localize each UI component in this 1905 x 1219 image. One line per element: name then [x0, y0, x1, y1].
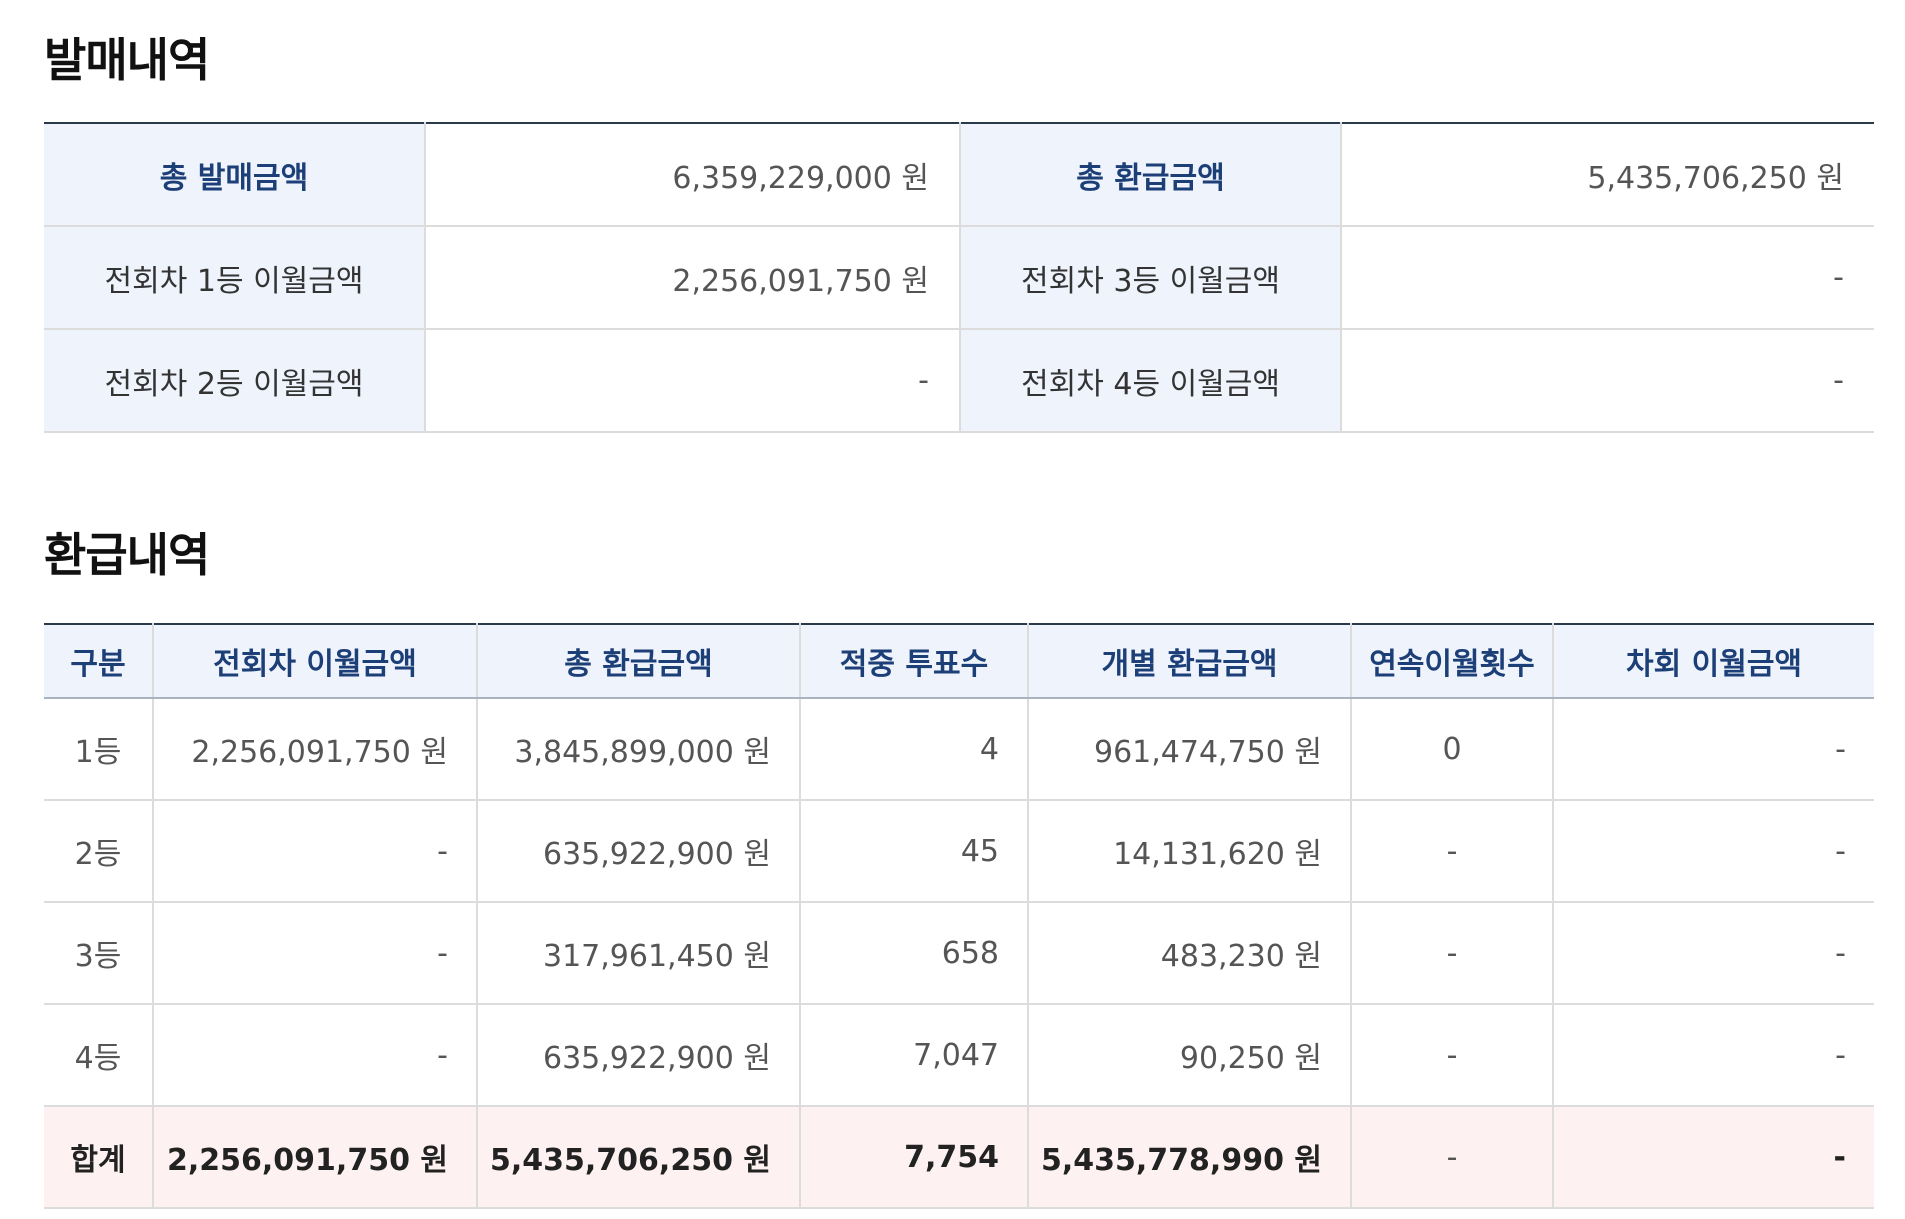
total-consecutive-carryover-cell: -	[1351, 1106, 1554, 1209]
total-next-carryover-cell: -	[1553, 1106, 1874, 1209]
col-header-prev-carryover: 전회차 이월금액	[153, 624, 478, 699]
prev-4th-carryover-value: -	[1341, 329, 1874, 433]
next-carryover-cell: -	[1553, 698, 1874, 801]
refund-header-row: 구분 전회차 이월금액 총 환급금액 적중 투표수 개별 환급금액 연속이월횟수…	[44, 624, 1874, 699]
consecutive-carryover-cell: -	[1351, 1004, 1554, 1107]
sales-section-title: 발매내역	[44, 33, 210, 87]
table-row: 1등 2,256,091,750 원 3,845,899,000 원 4 961…	[44, 698, 1874, 801]
prev-carryover-cell: 2,256,091,750 원	[153, 698, 478, 801]
total-sales-label: 총 발매금액	[44, 123, 426, 227]
prev-carryover-cell: -	[153, 902, 478, 1005]
total-refund-cell: 3,845,899,000 원	[477, 698, 801, 801]
prev-carryover-cell: -	[153, 1004, 478, 1107]
page-content: 발매내역 총 발매금액 6,359,229,000 원 총 환급금액 5,435…	[44, 0, 1874, 1209]
winning-votes-cell: 658	[800, 902, 1029, 1005]
total-row: 합계 2,256,091,750 원 5,435,706,250 원 7,754…	[44, 1106, 1874, 1209]
table-row: 3등 - 317,961,450 원 658 483,230 원 - -	[44, 902, 1874, 1005]
winning-votes-cell: 7,047	[800, 1004, 1029, 1107]
sales-summary-table: 총 발매금액 6,359,229,000 원 총 환급금액 5,435,706,…	[44, 122, 1874, 433]
next-carryover-cell: -	[1553, 1004, 1874, 1107]
rank-cell: 4등	[44, 1004, 154, 1107]
sales-row: 총 발매금액 6,359,229,000 원 총 환급금액 5,435,706,…	[44, 123, 1874, 227]
total-sales-value: 6,359,229,000 원	[425, 123, 961, 227]
rank-cell: 2등	[44, 800, 154, 903]
winning-votes-cell: 4	[800, 698, 1029, 801]
prev-1st-carryover-label: 전회차 1등 이월금액	[44, 226, 426, 330]
individual-refund-cell: 90,250 원	[1028, 1004, 1352, 1107]
prev-3rd-carryover-value: -	[1341, 226, 1874, 330]
prev-2nd-carryover-value: -	[425, 329, 961, 433]
individual-refund-cell: 14,131,620 원	[1028, 800, 1352, 903]
refund-table: 구분 전회차 이월금액 총 환급금액 적중 투표수 개별 환급금액 연속이월횟수…	[44, 623, 1874, 1209]
col-header-next-carryover: 차회 이월금액	[1553, 624, 1874, 699]
total-refund-sum-cell: 5,435,706,250 원	[477, 1106, 801, 1209]
prev-carryover-cell: -	[153, 800, 478, 903]
total-refund-cell: 317,961,450 원	[477, 902, 801, 1005]
refund-section-title: 환급내역	[44, 528, 210, 582]
total-refund-cell: 635,922,900 원	[477, 1004, 801, 1107]
total-individual-refund-cell: 5,435,778,990 원	[1028, 1106, 1352, 1209]
total-refund-value: 5,435,706,250 원	[1341, 123, 1874, 227]
prev-4th-carryover-label: 전회차 4등 이월금액	[960, 329, 1342, 433]
prev-2nd-carryover-label: 전회차 2등 이월금액	[44, 329, 426, 433]
rank-cell: 3등	[44, 902, 154, 1005]
consecutive-carryover-cell: 0	[1351, 698, 1554, 801]
total-prev-carryover-cell: 2,256,091,750 원	[153, 1106, 478, 1209]
col-header-rank: 구분	[44, 624, 154, 699]
consecutive-carryover-cell: -	[1351, 902, 1554, 1005]
col-header-consecutive-carryover: 연속이월횟수	[1351, 624, 1554, 699]
total-winning-votes-cell: 7,754	[800, 1106, 1029, 1209]
table-row: 4등 - 635,922,900 원 7,047 90,250 원 - -	[44, 1004, 1874, 1107]
next-carryover-cell: -	[1553, 902, 1874, 1005]
total-label-cell: 합계	[44, 1106, 154, 1209]
rank-cell: 1등	[44, 698, 154, 801]
total-refund-label: 총 환급금액	[960, 123, 1342, 227]
total-refund-cell: 635,922,900 원	[477, 800, 801, 903]
sales-row: 전회차 2등 이월금액 - 전회차 4등 이월금액 -	[44, 329, 1874, 433]
next-carryover-cell: -	[1553, 800, 1874, 903]
col-header-total-refund: 총 환급금액	[477, 624, 801, 699]
table-row: 2등 - 635,922,900 원 45 14,131,620 원 - -	[44, 800, 1874, 903]
prev-3rd-carryover-label: 전회차 3등 이월금액	[960, 226, 1342, 330]
individual-refund-cell: 483,230 원	[1028, 902, 1352, 1005]
winning-votes-cell: 45	[800, 800, 1029, 903]
individual-refund-cell: 961,474,750 원	[1028, 698, 1352, 801]
consecutive-carryover-cell: -	[1351, 800, 1554, 903]
col-header-winning-votes: 적중 투표수	[800, 624, 1029, 699]
sales-row: 전회차 1등 이월금액 2,256,091,750 원 전회차 3등 이월금액 …	[44, 226, 1874, 330]
prev-1st-carryover-value: 2,256,091,750 원	[425, 226, 961, 330]
col-header-individual-refund: 개별 환급금액	[1028, 624, 1352, 699]
